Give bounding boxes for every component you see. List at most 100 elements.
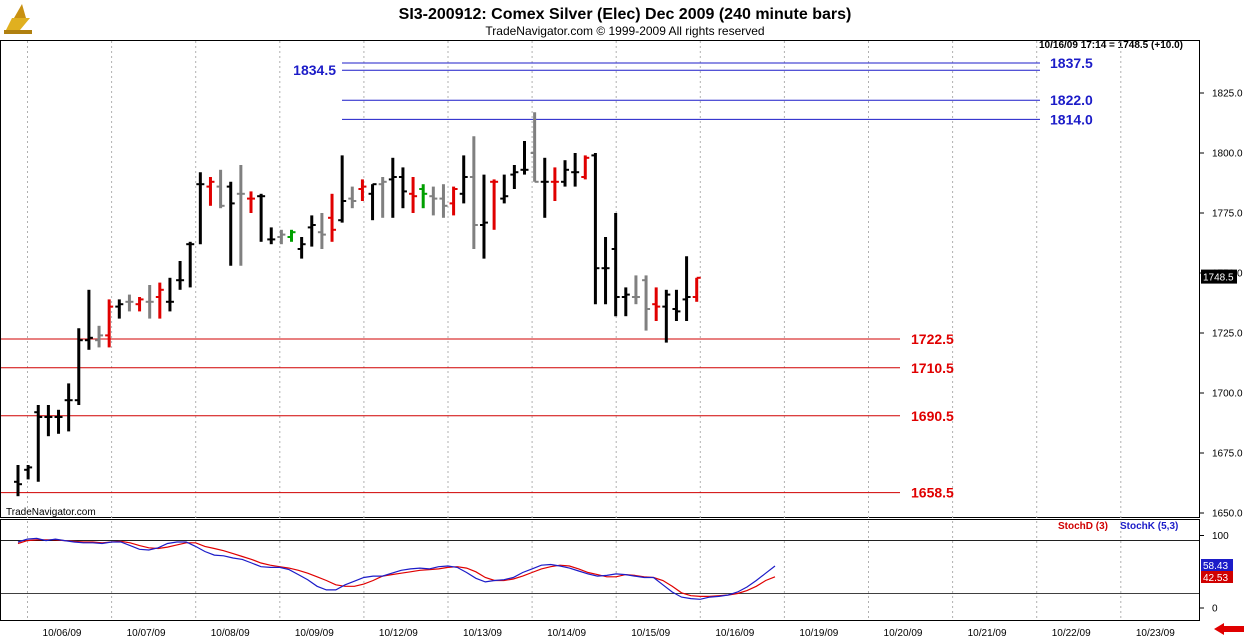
date-tick-label: 10/23/09 bbox=[1136, 628, 1175, 639]
price-bar bbox=[520, 141, 529, 175]
price-bar bbox=[500, 174, 509, 204]
price-bar bbox=[74, 328, 83, 405]
price-bar bbox=[571, 153, 580, 187]
resistance-label: 1822.0 bbox=[1050, 92, 1093, 108]
date-tick-label: 10/12/09 bbox=[379, 628, 418, 639]
price-bar bbox=[378, 177, 387, 218]
resistance-label: 1837.5 bbox=[1050, 55, 1093, 71]
price-bar bbox=[165, 277, 174, 312]
price-bar bbox=[338, 155, 347, 223]
date-tick-label: 10/06/09 bbox=[43, 628, 82, 639]
price-bar bbox=[105, 299, 114, 348]
date-tick-label: 10/07/09 bbox=[127, 628, 166, 639]
price-bar bbox=[14, 465, 22, 497]
price-bar bbox=[84, 289, 93, 350]
price-bar bbox=[591, 153, 600, 305]
stochk-line bbox=[17, 537, 776, 600]
price-bar bbox=[459, 155, 468, 204]
logo bbox=[4, 4, 32, 34]
price-bar bbox=[206, 177, 215, 206]
price-bar bbox=[439, 184, 448, 218]
price-tick-label: 1675.0 bbox=[1212, 449, 1243, 460]
price-bar bbox=[358, 179, 367, 201]
watermark: TradeNavigator.com bbox=[6, 507, 96, 518]
price-bar bbox=[561, 160, 570, 187]
date-tick-label: 10/20/09 bbox=[884, 628, 923, 639]
last-price-tag bbox=[1201, 269, 1237, 284]
price-bar bbox=[95, 325, 104, 348]
price-bar bbox=[24, 465, 33, 480]
price-tick-label: 1650.0 bbox=[1212, 509, 1243, 520]
price-bar bbox=[642, 275, 651, 331]
price-bar bbox=[317, 213, 326, 249]
price-bar bbox=[490, 179, 499, 230]
price-bar bbox=[479, 174, 488, 259]
price-bars bbox=[14, 112, 701, 497]
price-bar bbox=[692, 276, 701, 302]
price-bar bbox=[64, 383, 73, 432]
stochk-legend: StochK (5,3) bbox=[1120, 521, 1178, 532]
price-bar bbox=[530, 112, 539, 183]
stoch-value-label: 58.43 bbox=[1203, 561, 1228, 572]
price-bar bbox=[611, 213, 620, 317]
resistance-label: 1834.5 bbox=[293, 62, 336, 78]
price-bar bbox=[348, 186, 357, 209]
price-bar bbox=[246, 191, 255, 213]
price-bar bbox=[550, 167, 559, 201]
support-resistance-levels: 1837.5 1834.5 1822.0 1814.0 1722.5 1710.5 1690… bbox=[1, 55, 1093, 501]
price-bar bbox=[287, 229, 296, 242]
price-bar bbox=[236, 165, 245, 266]
price-bar bbox=[368, 183, 377, 221]
price-bar bbox=[682, 256, 691, 321]
price-bar bbox=[672, 289, 681, 321]
price-bar bbox=[652, 287, 661, 321]
price-tick-label: 1800.0 bbox=[1212, 149, 1243, 160]
price-bar bbox=[115, 299, 124, 319]
price-bar bbox=[34, 405, 43, 482]
price-tick-label: 1725.0 bbox=[1212, 329, 1243, 340]
date-tick-label: 10/15/09 bbox=[631, 628, 670, 639]
price-bar bbox=[419, 184, 428, 209]
price-bar bbox=[328, 193, 337, 242]
price-bar bbox=[226, 181, 235, 266]
price-bar bbox=[297, 237, 306, 259]
stoch-pane-frame bbox=[0, 519, 1200, 621]
support-label: 1710.5 bbox=[911, 360, 954, 376]
date-tick-label: 10/21/09 bbox=[968, 628, 1007, 639]
price-bar bbox=[44, 405, 53, 437]
price-bar bbox=[449, 186, 458, 216]
price-bar bbox=[581, 155, 590, 180]
price-bar bbox=[540, 157, 549, 218]
price-tick-label: 1775.0 bbox=[1212, 209, 1243, 220]
price-bar bbox=[155, 282, 164, 319]
price-tick-label: 1700.0 bbox=[1212, 389, 1243, 400]
scroll-left-arrow-icon[interactable] bbox=[1214, 623, 1244, 635]
support-label: 1722.5 bbox=[911, 331, 954, 347]
stochd-line bbox=[17, 539, 776, 598]
price-bar bbox=[216, 169, 225, 209]
price-bar bbox=[145, 285, 154, 319]
last-quote: 10/16/09 17:14 = 1748.5 (+10.0) bbox=[1039, 40, 1183, 51]
date-tick-label: 10/14/09 bbox=[547, 628, 586, 639]
stochd-legend: StochD (3) bbox=[1058, 521, 1108, 532]
date-axis: 10/06/09 10/07/09 10/08/09 10/09/09 10/12/09… bbox=[43, 628, 1176, 639]
stoch-tick-label: 0 bbox=[1212, 604, 1218, 615]
price-bar bbox=[277, 229, 286, 245]
price-bar bbox=[257, 193, 266, 242]
price-bar bbox=[510, 165, 519, 189]
copyright: TradeNavigator.com © 1999-2009 All right… bbox=[485, 24, 764, 38]
price-bar bbox=[662, 289, 671, 343]
price-bar bbox=[307, 215, 316, 247]
resistance-label: 1814.0 bbox=[1050, 111, 1093, 127]
stoch-value-label: 42.53 bbox=[1203, 573, 1228, 584]
price-bar bbox=[196, 172, 205, 245]
date-tick-label: 10/13/09 bbox=[463, 628, 502, 639]
date-tick-label: 10/22/09 bbox=[1052, 628, 1091, 639]
price-bar bbox=[125, 294, 134, 312]
price-bar bbox=[631, 275, 640, 305]
price-bar bbox=[601, 237, 610, 305]
last-price-label: 1748.5 bbox=[1203, 273, 1234, 284]
price-bar bbox=[135, 297, 144, 312]
